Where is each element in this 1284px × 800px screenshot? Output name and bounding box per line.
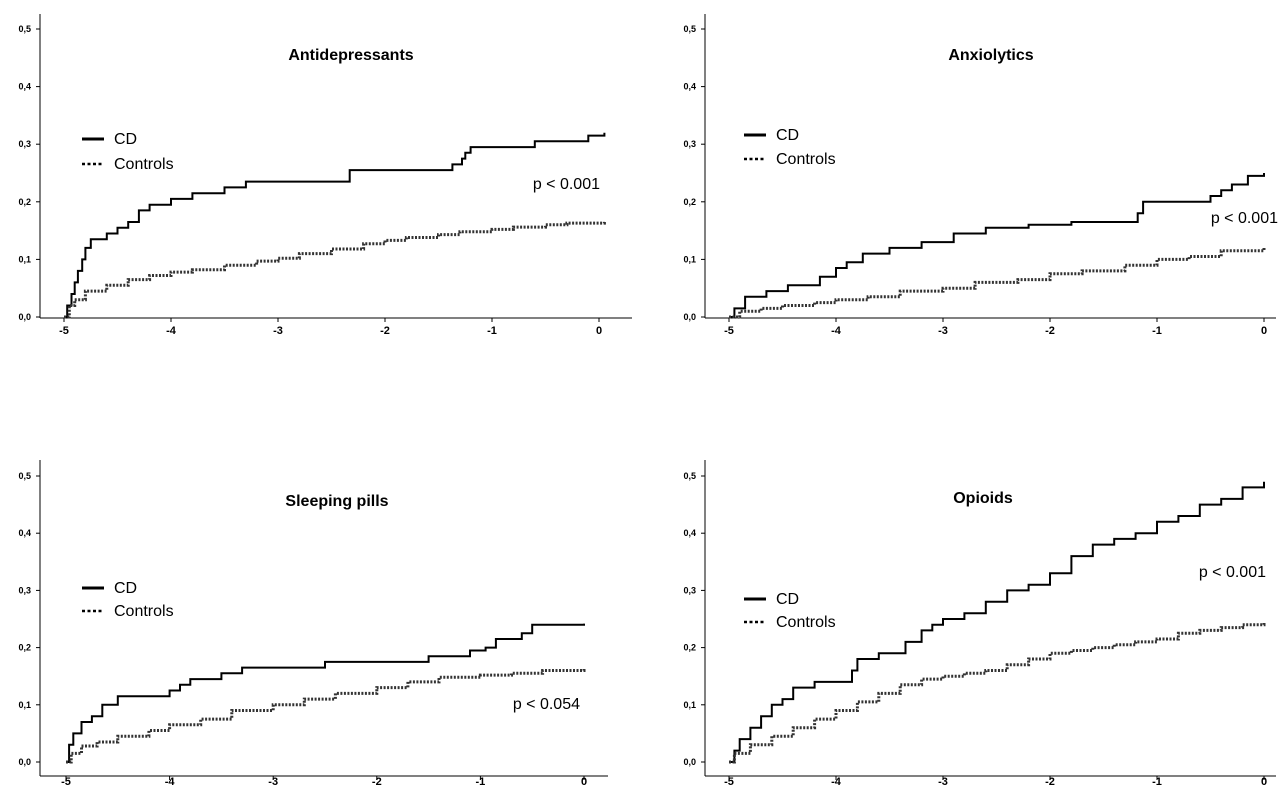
x-tick-label: -5 — [59, 325, 69, 337]
legend-label-controls: Controls — [776, 614, 836, 631]
cd-series-line — [729, 481, 1265, 763]
x-tick-label: -3 — [268, 776, 278, 788]
y-tick-label: 0,5 — [18, 24, 31, 34]
chart-title: Sleeping pills — [285, 493, 388, 510]
y-tick-label: 0,2 — [18, 643, 31, 653]
x-tick-label: -1 — [476, 776, 486, 788]
x-tick-label: -2 — [1045, 776, 1055, 788]
x-tick-label: -1 — [1152, 776, 1162, 788]
chart-panel: 0,0 0,1 0,2 0,3 0,4 0,5 -5 -4 -3 -2 -1 0 Antidepress… — [18, 14, 632, 337]
x-tick-label: 0 — [596, 325, 602, 337]
x-tick-label: 0 — [581, 776, 587, 788]
x-tick-label: 0 — [1261, 325, 1267, 337]
y-tick-label: 0,1 — [18, 700, 31, 710]
controls-series-line — [729, 621, 1266, 764]
legend-label-controls: Controls — [114, 156, 174, 173]
x-tick-label: -4 — [831, 776, 842, 788]
x-tick-label: -1 — [1152, 325, 1162, 337]
x-tick-label: -5 — [61, 776, 71, 788]
chart-title: Opioids — [953, 490, 1013, 507]
x-tick-label: -5 — [724, 776, 734, 788]
controls-series-line — [729, 247, 1266, 319]
y-tick-label: 0,2 — [683, 197, 696, 207]
legend-label-cd: CD — [114, 580, 137, 597]
legend-label-controls: Controls — [114, 603, 174, 620]
y-tick-label: 0,0 — [18, 312, 31, 322]
chart-title: Anxiolytics — [948, 47, 1033, 64]
chart-title: Antidepressants — [288, 47, 413, 64]
y-tick-label: 0,5 — [18, 471, 31, 481]
y-tick-label: 0,1 — [683, 254, 696, 264]
x-tick-label: -2 — [1045, 325, 1055, 337]
x-tick-label: -3 — [938, 325, 948, 337]
y-tick-label: 0,4 — [683, 528, 696, 538]
x-tick-label: -2 — [372, 776, 382, 788]
x-tick-label: -4 — [166, 325, 177, 337]
x-tick-label: -4 — [831, 325, 842, 337]
p-value-annotation: p < 0.054 — [513, 696, 580, 713]
controls-series-line — [64, 221, 606, 319]
y-tick-label: 0,1 — [18, 254, 31, 264]
p-value-annotation: p < 0.001 — [1199, 564, 1266, 581]
x-tick-label: -3 — [938, 776, 948, 788]
y-tick-label: 0,3 — [18, 139, 31, 149]
y-tick-label: 0,2 — [683, 643, 696, 653]
y-tick-label: 0,5 — [683, 24, 696, 34]
x-tick-label: -4 — [165, 776, 176, 788]
x-tick-label: 0 — [1261, 776, 1267, 788]
cd-series-line — [66, 623, 585, 763]
chart-panel: 0,0 0,1 0,2 0,3 0,4 0,5 -5 -4 -3 -2 -1 0 Opioids CD Co… — [683, 460, 1276, 788]
y-tick-label: 0,0 — [683, 312, 696, 322]
legend-label-controls: Controls — [776, 151, 836, 168]
cd-series-line — [729, 173, 1265, 318]
y-tick-label: 0,2 — [18, 197, 31, 207]
y-tick-label: 0,1 — [683, 700, 696, 710]
y-tick-label: 0,4 — [18, 528, 31, 538]
x-tick-label: -2 — [380, 325, 390, 337]
cd-series-line — [64, 132, 606, 318]
x-tick-label: -1 — [487, 325, 497, 337]
controls-series-line — [66, 667, 586, 764]
y-tick-label: 0,3 — [683, 585, 696, 595]
y-tick-label: 0,4 — [18, 82, 31, 92]
legend-label-cd: CD — [776, 127, 799, 144]
y-tick-label: 0,3 — [683, 139, 696, 149]
y-tick-label: 0,3 — [18, 585, 31, 595]
chart-panel: 0,0 0,1 0,2 0,3 0,4 0,5 -5 -4 -3 -2 -1 0 Anxiolytics… — [683, 14, 1278, 337]
y-tick-label: 0,0 — [18, 757, 31, 767]
p-value-annotation: p < 0.001 — [533, 176, 600, 193]
p-value-annotation: p < 0.001 — [1211, 210, 1278, 227]
y-tick-label: 0,4 — [683, 82, 696, 92]
legend-label-cd: CD — [114, 131, 137, 148]
y-tick-label: 0,5 — [683, 471, 696, 481]
x-tick-label: -3 — [273, 325, 283, 337]
chart-panel: 0,0 0,1 0,2 0,3 0,4 0,5 -5 -4 -3 -2 -1 0 Sleeping pi… — [18, 460, 608, 788]
y-tick-label: 0,0 — [683, 757, 696, 767]
legend-label-cd: CD — [776, 591, 799, 608]
x-tick-label: -5 — [724, 325, 734, 337]
